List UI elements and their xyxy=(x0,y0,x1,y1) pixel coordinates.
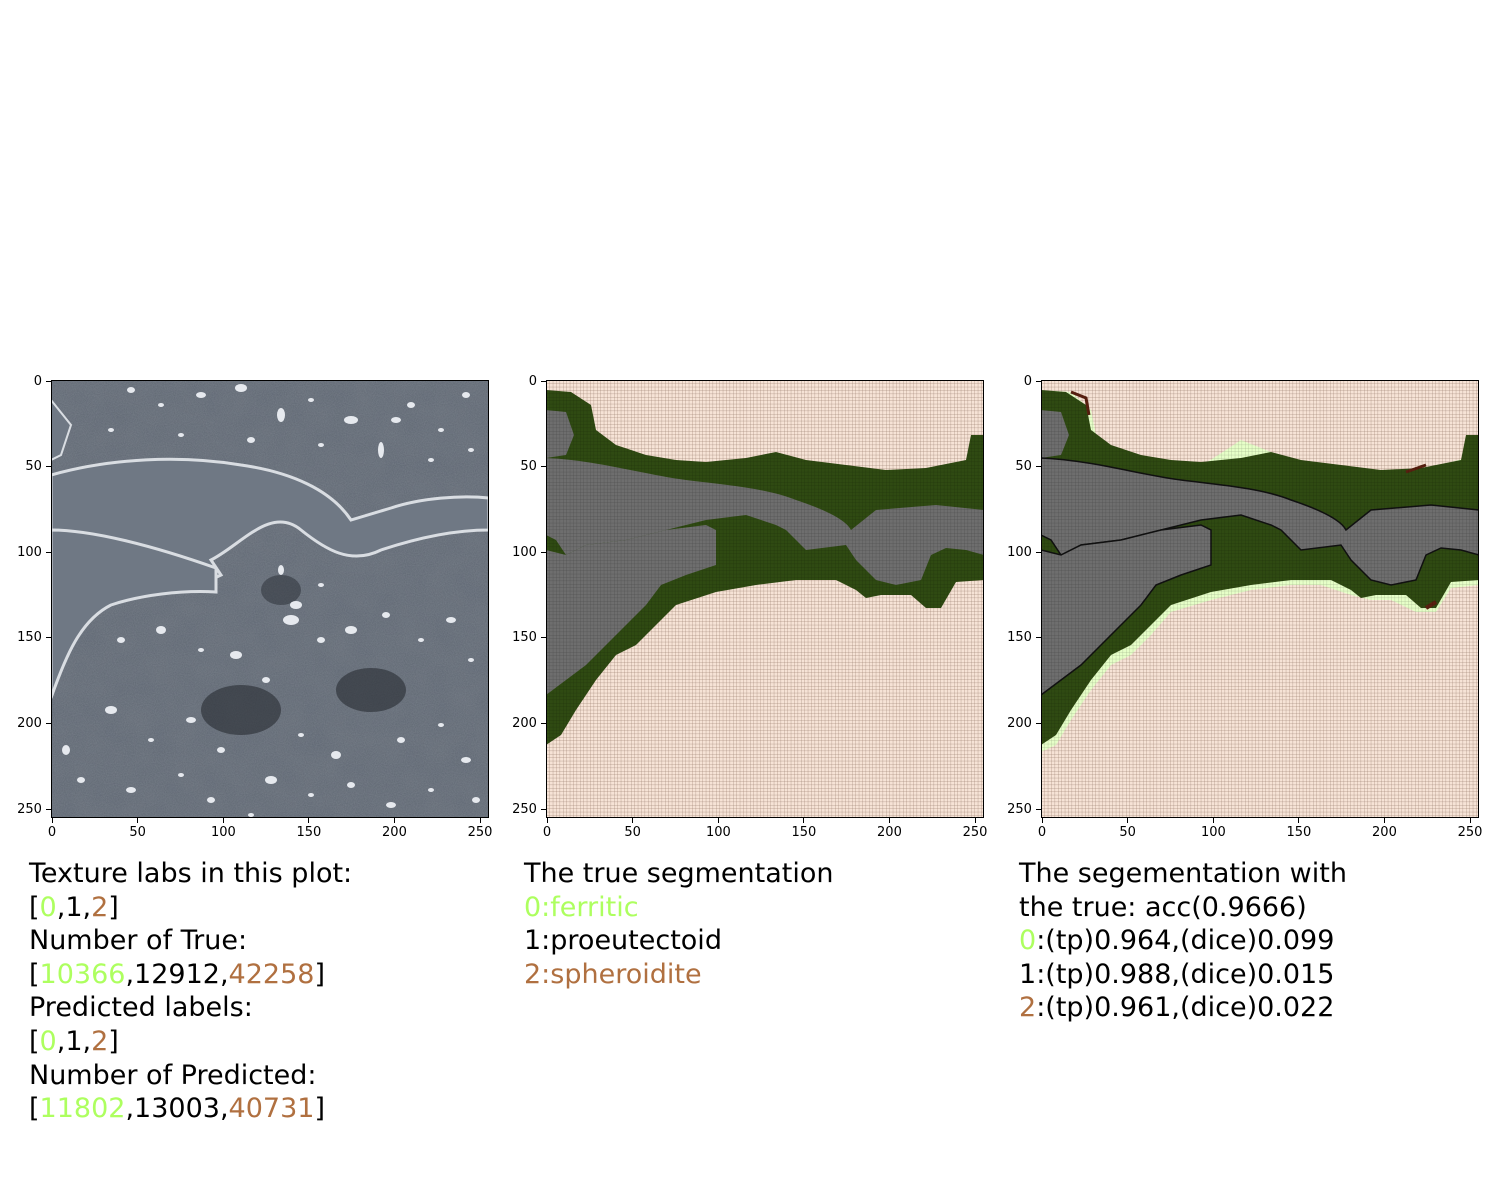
panel1-caption: Texture labs in this plot: [0,1,2] Numbe… xyxy=(29,857,352,1126)
x-tick-label: 150 xyxy=(791,825,817,840)
y-tick-mark xyxy=(541,723,546,725)
y-tick-mark xyxy=(46,637,51,639)
legend-spheroidite: 2:spheroidite xyxy=(524,958,702,990)
x-tick-label: 250 xyxy=(962,825,988,840)
true-segmentation-image xyxy=(546,380,984,818)
x-tick-mark xyxy=(1384,818,1386,823)
x-tick-mark xyxy=(394,818,396,823)
y-tick-mark xyxy=(541,551,546,553)
x-tick-label: 50 xyxy=(1119,825,1136,840)
x-tick-label: 150 xyxy=(1286,825,1312,840)
y-tick-label: 150 xyxy=(512,630,537,646)
predicted-counts-list: [11802,13003,40731] xyxy=(29,1093,325,1125)
metric-row-2: 2:(tp)0.961,(dice)0.022 xyxy=(1019,992,1335,1024)
y-tick-mark xyxy=(1036,723,1041,725)
y-tick-label: 0 xyxy=(33,373,42,389)
x-tick-label: 0 xyxy=(542,825,552,840)
x-tick-label: 100 xyxy=(1200,825,1226,840)
x-tick-mark xyxy=(1469,818,1471,823)
x-tick-mark xyxy=(974,818,976,823)
y-tick-label: 200 xyxy=(17,716,42,732)
x-tick-mark xyxy=(137,818,139,823)
x-tick-label: 200 xyxy=(1372,825,1397,840)
y-tick-mark xyxy=(541,466,546,468)
legend-proeutectoid: 1:proeutectoid xyxy=(524,925,722,957)
panel2-caption: The true segmentation 0:ferritic 1:proeu… xyxy=(524,857,834,991)
y-tick-mark xyxy=(1036,551,1041,553)
micrograph-image xyxy=(51,380,489,818)
caption-title: The true segmentation xyxy=(524,858,834,889)
y-tick-label: 50 xyxy=(25,459,42,475)
panel3-caption: The segementation with the true: acc(0.9… xyxy=(1019,857,1347,1025)
true-count-heading: Number of True: xyxy=(29,925,248,957)
legend-ferritic: 0:ferritic xyxy=(524,891,639,923)
x-tick-label: 200 xyxy=(877,825,902,840)
metric-row-1: 1:(tp)0.988,(dice)0.015 xyxy=(1019,958,1335,990)
y-tick-label: 250 xyxy=(1007,801,1032,817)
true-counts-list: [10366,12912,42258] xyxy=(29,958,325,990)
x-tick-mark xyxy=(1212,818,1214,823)
metric-row-0: 0:(tp)0.964,(dice)0.099 xyxy=(1019,925,1335,957)
x-tick-label: 50 xyxy=(129,825,146,840)
y-tick-label: 250 xyxy=(17,801,42,817)
accuracy-line: the true: acc(0.9666) xyxy=(1019,891,1307,923)
x-tick-mark xyxy=(889,818,891,823)
x-tick-mark xyxy=(479,818,481,823)
caption-title: Texture labs in this plot: xyxy=(29,858,353,889)
y-tick-label: 0 xyxy=(528,373,537,389)
y-tick-label: 50 xyxy=(1015,459,1032,475)
x-tick-mark xyxy=(1041,818,1043,823)
x-tick-label: 50 xyxy=(624,825,641,840)
x-tick-mark xyxy=(546,818,548,823)
y-tick-mark xyxy=(1036,466,1041,468)
x-tick-label: 0 xyxy=(1037,825,1047,840)
x-tick-mark xyxy=(717,818,719,823)
y-tick-mark xyxy=(46,551,51,553)
x-tick-mark xyxy=(222,818,224,823)
y-tick-label: 150 xyxy=(17,630,42,646)
predicted-segmentation-image xyxy=(1041,380,1479,818)
predicted-count-heading: Number of Predicted: xyxy=(29,1059,317,1091)
y-tick-mark xyxy=(541,380,546,382)
y-tick-label: 100 xyxy=(17,544,42,560)
y-tick-mark xyxy=(541,637,546,639)
x-tick-label: 250 xyxy=(1457,825,1483,840)
texture-labels-list: [0,1,2] xyxy=(29,891,119,923)
x-tick-mark xyxy=(803,818,805,823)
x-tick-label: 100 xyxy=(210,825,236,840)
x-tick-label: 250 xyxy=(467,825,493,840)
x-tick-mark xyxy=(1298,818,1300,823)
x-tick-label: 200 xyxy=(382,825,407,840)
x-tick-label: 150 xyxy=(296,825,322,840)
x-tick-mark xyxy=(1127,818,1129,823)
y-tick-label: 100 xyxy=(1007,544,1032,560)
y-tick-mark xyxy=(541,808,546,810)
y-tick-label: 0 xyxy=(1023,373,1032,389)
caption-title: The segementation with xyxy=(1019,858,1347,889)
y-tick-mark xyxy=(46,380,51,382)
y-tick-label: 250 xyxy=(512,801,537,817)
y-tick-label: 100 xyxy=(512,544,537,560)
y-tick-label: 50 xyxy=(520,459,537,475)
y-tick-label: 200 xyxy=(1007,716,1032,732)
y-tick-label: 150 xyxy=(1007,630,1032,646)
y-tick-mark xyxy=(46,808,51,810)
x-tick-label: 0 xyxy=(47,825,57,840)
predicted-labels-heading: Predicted labels: xyxy=(29,992,253,1024)
y-tick-mark xyxy=(46,723,51,725)
x-tick-mark xyxy=(632,818,634,823)
x-tick-mark xyxy=(308,818,310,823)
y-tick-mark xyxy=(1036,808,1041,810)
y-tick-label: 200 xyxy=(512,716,537,732)
predicted-labels-list: [0,1,2] xyxy=(29,1025,119,1057)
y-tick-mark xyxy=(1036,380,1041,382)
y-tick-mark xyxy=(1036,637,1041,639)
x-tick-mark xyxy=(51,818,53,823)
x-tick-label: 100 xyxy=(705,825,731,840)
y-tick-mark xyxy=(46,466,51,468)
